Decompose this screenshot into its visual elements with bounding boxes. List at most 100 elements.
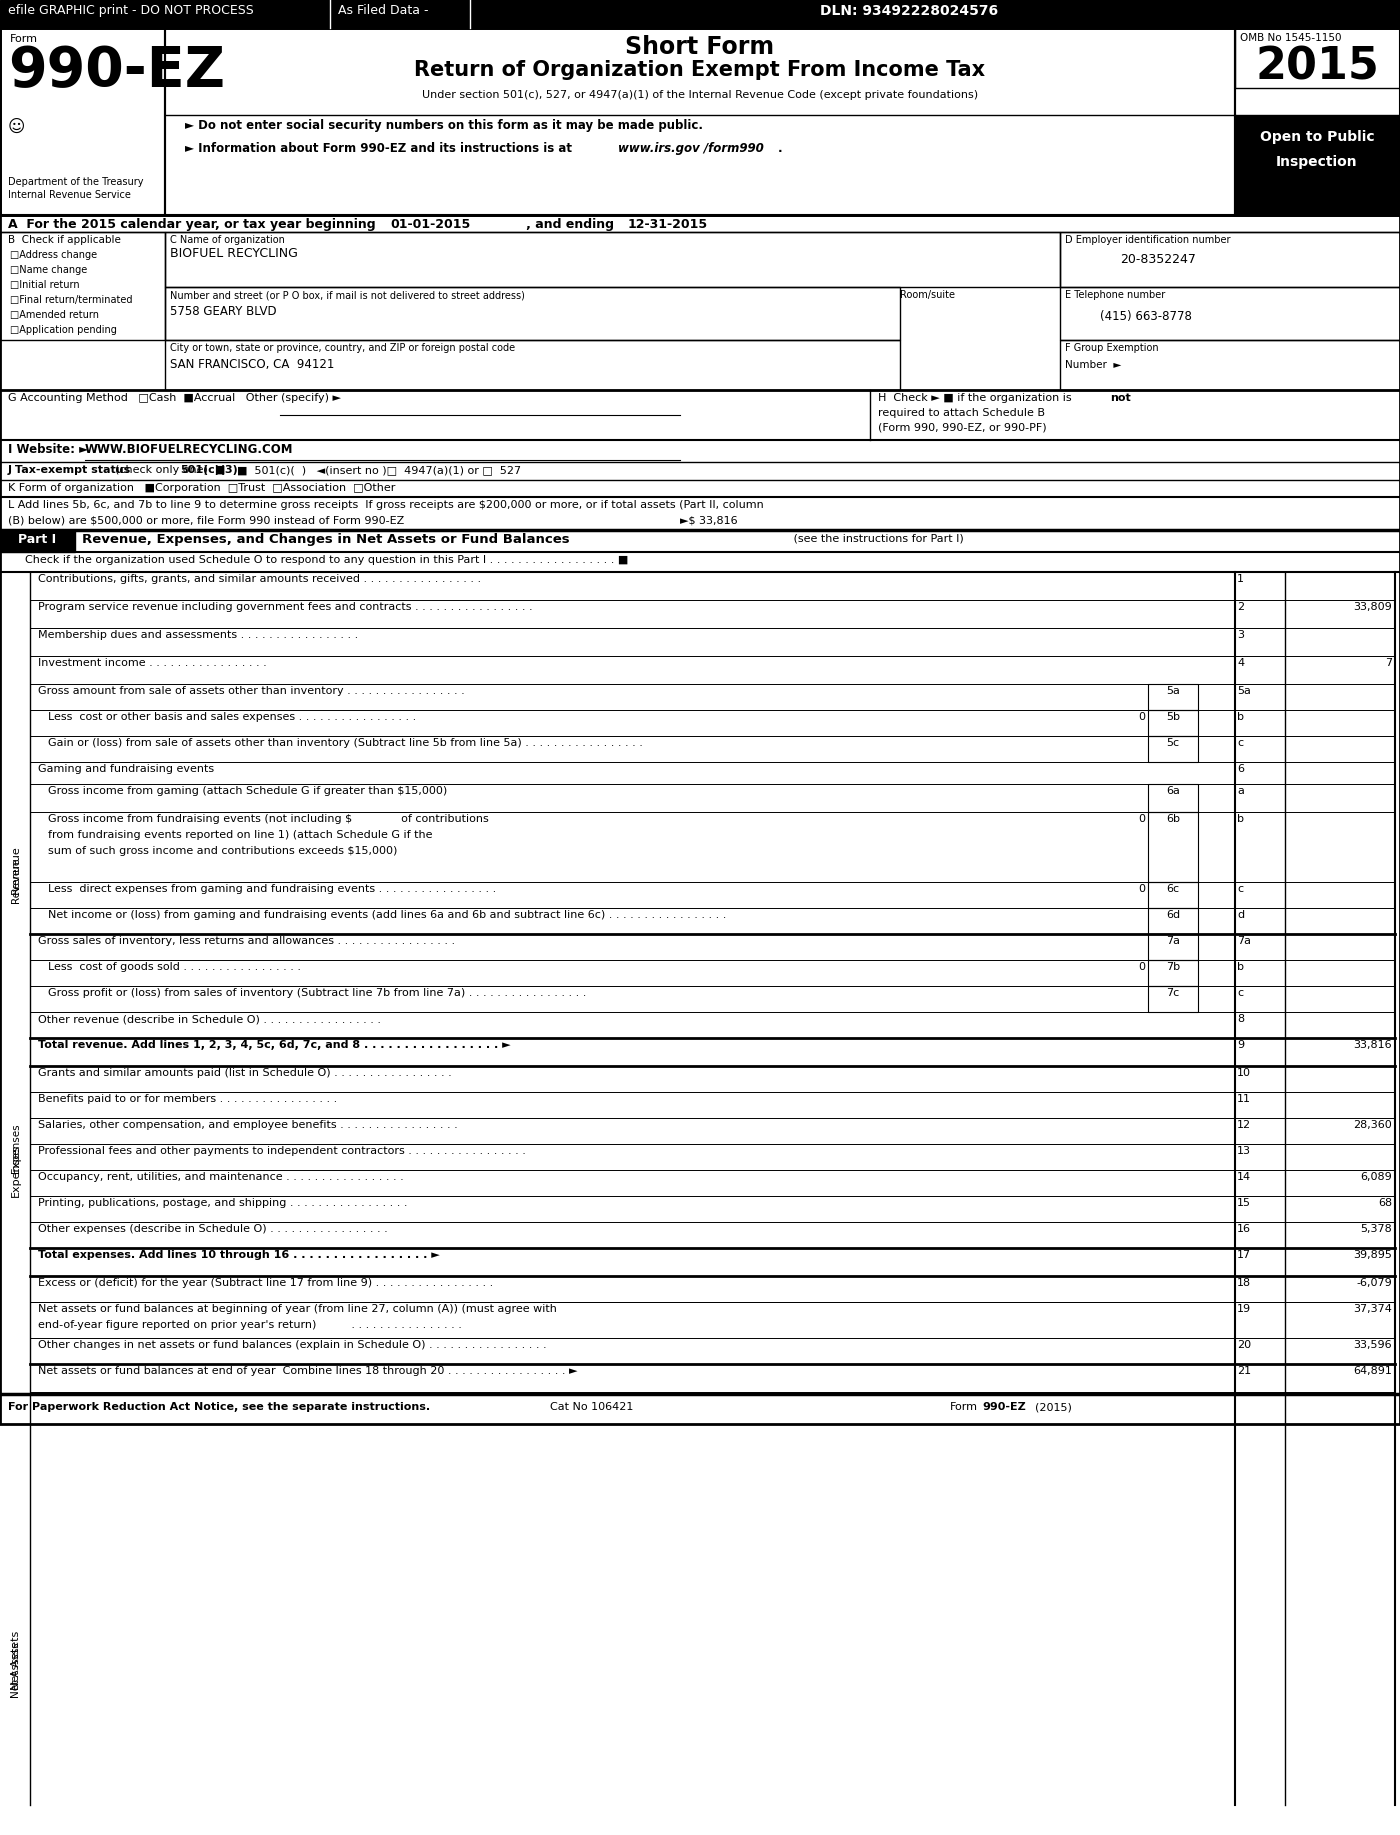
- Text: Expenses: Expenses: [11, 1123, 21, 1173]
- Text: -6,079: -6,079: [1357, 1277, 1392, 1288]
- Text: b: b: [1238, 815, 1245, 824]
- Text: 6d: 6d: [1166, 910, 1180, 919]
- Bar: [1148, 985, 1198, 1011]
- Text: Net assets or fund balances at end of year  Combine lines 18 through 20 . . . . : Net assets or fund balances at end of ye…: [38, 1365, 577, 1376]
- Text: 4: 4: [1238, 659, 1245, 668]
- Bar: [1060, 231, 1400, 286]
- Text: Total expenses. Add lines 10 through 16 . . . . . . . . . . . . . . . . . ►: Total expenses. Add lines 10 through 16 …: [38, 1250, 440, 1261]
- Text: Room/suite: Room/suite: [900, 290, 955, 299]
- Text: Program service revenue including government fees and contracts . . . . . . . . : Program service revenue including govern…: [38, 602, 532, 613]
- Text: As Filed Data -: As Filed Data -: [337, 4, 428, 17]
- Text: 37,374: 37,374: [1354, 1305, 1392, 1314]
- Text: Salaries, other compensation, and employee benefits . . . . . . . . . . . . . . : Salaries, other compensation, and employ…: [38, 1119, 458, 1130]
- Text: Number and street (or P O box, if mail is not delivered to street address): Number and street (or P O box, if mail i…: [169, 290, 525, 299]
- Text: (Form 990, 990-EZ, or 990-PF): (Form 990, 990-EZ, or 990-PF): [878, 422, 1047, 431]
- Text: WWW.BIOFUELRECYCLING.COM: WWW.BIOFUELRECYCLING.COM: [85, 442, 294, 457]
- Text: Net assets or fund balances at beginning of year (from line 27, column (A)) (mus: Net assets or fund balances at beginning…: [38, 1305, 557, 1314]
- Text: Contributions, gifts, grants, and similar amounts received . . . . . . . . . . .: Contributions, gifts, grants, and simila…: [38, 574, 482, 584]
- Text: 15: 15: [1238, 1198, 1252, 1207]
- Text: J Tax-exempt status: J Tax-exempt status: [8, 464, 132, 475]
- Text: Investment income . . . . . . . . . . . . . . . . .: Investment income . . . . . . . . . . . …: [38, 659, 267, 668]
- Text: 1: 1: [1238, 574, 1245, 584]
- Text: c: c: [1238, 987, 1243, 998]
- Text: 5,378: 5,378: [1361, 1224, 1392, 1233]
- Text: Check if the organization used Schedule O to respond to any question in this Par: Check if the organization used Schedule …: [25, 554, 629, 565]
- Bar: [165, 339, 900, 391]
- Text: I Website: ►: I Website: ►: [8, 442, 92, 457]
- Text: 7b: 7b: [1166, 962, 1180, 973]
- Bar: [0, 231, 165, 339]
- Text: Form: Form: [951, 1402, 979, 1411]
- Text: , and ending: , and ending: [477, 218, 619, 231]
- Text: www.irs.gov /form990: www.irs.gov /form990: [617, 141, 764, 154]
- Text: Less  cost or other basis and sales expenses . . . . . . . . . . . . . . . . .: Less cost or other basis and sales expen…: [48, 712, 416, 721]
- Bar: [1148, 883, 1198, 908]
- Bar: [1148, 908, 1198, 934]
- Bar: [1235, 28, 1400, 88]
- Text: E Telephone number: E Telephone number: [1065, 290, 1165, 299]
- Text: 5c: 5c: [1166, 738, 1180, 749]
- Text: Printing, publications, postage, and shipping . . . . . . . . . . . . . . . . .: Printing, publications, postage, and shi…: [38, 1198, 407, 1207]
- Text: b: b: [1238, 962, 1245, 973]
- Text: Revenue, Expenses, and Changes in Net Assets or Fund Balances: Revenue, Expenses, and Changes in Net As…: [83, 532, 570, 547]
- Bar: [1148, 784, 1198, 813]
- Text: Revenue: Revenue: [11, 857, 21, 903]
- Text: Gaming and fundraising events: Gaming and fundraising events: [38, 763, 214, 774]
- Text: end-of-year figure reported on prior year's return)          . . . . . . . . . .: end-of-year figure reported on prior yea…: [38, 1319, 462, 1330]
- Text: Revenue: Revenue: [11, 846, 21, 894]
- Text: 9: 9: [1238, 1040, 1245, 1050]
- Text: Number  ►: Number ►: [1065, 360, 1121, 371]
- Text: Occupancy, rent, utilities, and maintenance . . . . . . . . . . . . . . . . .: Occupancy, rent, utilities, and maintena…: [38, 1173, 403, 1182]
- Text: 28,360: 28,360: [1354, 1119, 1392, 1130]
- Text: ☺: ☺: [8, 117, 25, 136]
- Bar: [1148, 710, 1198, 736]
- Bar: [0, 0, 1400, 28]
- Text: 64,891: 64,891: [1354, 1365, 1392, 1376]
- Bar: [1148, 684, 1198, 710]
- Text: 7a: 7a: [1166, 936, 1180, 947]
- Bar: [165, 286, 900, 339]
- Text: Grants and similar amounts paid (list in Schedule O) . . . . . . . . . . . . . .: Grants and similar amounts paid (list in…: [38, 1068, 452, 1077]
- Text: Inspection: Inspection: [1277, 154, 1358, 169]
- Text: 501(c)(3): 501(c)(3): [181, 464, 238, 475]
- Text: Other changes in net assets or fund balances (explain in Schedule O) . . . . . .: Other changes in net assets or fund bala…: [38, 1340, 546, 1351]
- Text: 20-8352247: 20-8352247: [1120, 253, 1196, 266]
- Text: Gross sales of inventory, less returns and allowances . . . . . . . . . . . . . : Gross sales of inventory, less returns a…: [38, 936, 455, 947]
- Text: Other expenses (describe in Schedule O) . . . . . . . . . . . . . . . . .: Other expenses (describe in Schedule O) …: [38, 1224, 388, 1233]
- Text: Excess or (deficit) for the year (Subtract line 17 from line 9) . . . . . . . . : Excess or (deficit) for the year (Subtra…: [38, 1277, 493, 1288]
- Bar: [1148, 813, 1198, 883]
- Text: (check only one)  ■: (check only one) ■: [115, 464, 225, 475]
- Text: H  Check ► ■ if the organization is: H Check ► ■ if the organization is: [878, 393, 1075, 404]
- Text: (415) 663-8778: (415) 663-8778: [1100, 310, 1191, 323]
- Text: 5a: 5a: [1238, 686, 1250, 695]
- Text: 6a: 6a: [1166, 785, 1180, 796]
- Bar: [1235, 28, 1400, 215]
- Text: F Group Exemption: F Group Exemption: [1065, 343, 1159, 352]
- Text: Other revenue (describe in Schedule O) . . . . . . . . . . . . . . . . .: Other revenue (describe in Schedule O) .…: [38, 1015, 381, 1024]
- Text: .: .: [778, 141, 783, 154]
- Text: ■  501(c)(  )   ◄(insert no )□  4947(a)(1) or □  527: ■ 501(c)( ) ◄(insert no )□ 4947(a)(1) or…: [237, 464, 521, 475]
- Text: 0: 0: [1138, 712, 1145, 721]
- Text: Gross profit or (loss) from sales of inventory (Subtract line 7b from line 7a) .: Gross profit or (loss) from sales of inv…: [48, 987, 587, 998]
- Text: □Initial return: □Initial return: [10, 281, 80, 290]
- Text: d: d: [1238, 910, 1245, 919]
- Text: 33,816: 33,816: [1354, 1040, 1392, 1050]
- Text: Gross amount from sale of assets other than inventory . . . . . . . . . . . . . : Gross amount from sale of assets other t…: [38, 686, 465, 695]
- Text: a: a: [1238, 785, 1243, 796]
- Text: 2015: 2015: [1254, 46, 1379, 88]
- Text: Department of the Treasury: Department of the Treasury: [8, 176, 143, 187]
- Text: 39,895: 39,895: [1354, 1250, 1392, 1261]
- Bar: [0, 28, 1400, 1424]
- Bar: [0, 28, 165, 215]
- Bar: [0, 28, 1400, 215]
- Text: Professional fees and other payments to independent contractors . . . . . . . . : Professional fees and other payments to …: [38, 1147, 526, 1156]
- Text: L Add lines 5b, 6c, and 7b to line 9 to determine gross receipts  If gross recei: L Add lines 5b, 6c, and 7b to line 9 to …: [8, 499, 764, 510]
- Text: City or town, state or province, country, and ZIP or foreign postal code: City or town, state or province, country…: [169, 343, 515, 352]
- Text: Membership dues and assessments . . . . . . . . . . . . . . . . .: Membership dues and assessments . . . . …: [38, 629, 358, 640]
- Text: sum of such gross income and contributions exceeds $15,000): sum of such gross income and contributio…: [48, 846, 398, 855]
- Text: Benefits paid to or for members . . . . . . . . . . . . . . . . .: Benefits paid to or for members . . . . …: [38, 1094, 337, 1105]
- Text: b: b: [1238, 712, 1245, 721]
- Text: 20: 20: [1238, 1340, 1252, 1351]
- Text: ►$ 33,816: ►$ 33,816: [680, 516, 738, 525]
- Text: 19: 19: [1238, 1305, 1252, 1314]
